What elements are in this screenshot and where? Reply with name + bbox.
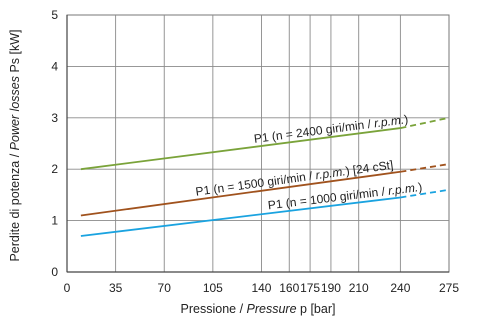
y-tick-label: 1 <box>51 214 58 228</box>
y-tick-label: 3 <box>51 111 58 125</box>
y-tick-label: 4 <box>51 59 58 73</box>
y-tick-label: 2 <box>51 162 58 176</box>
axis-titles: Pressione / Pressure p [bar] Perdite di p… <box>8 29 335 316</box>
series-0-dashed-line <box>400 116 450 129</box>
series-2-line <box>80 196 401 237</box>
x-tick-label: 240 <box>390 281 410 295</box>
x-tick-label: 210 <box>349 281 369 295</box>
x-tick-label: 35 <box>109 281 123 295</box>
tick-labels: 0 35 70 105 140 160 175 190 210 240 275 0 1 2 3 4 5 <box>51 8 459 295</box>
y-axis-title: Perdite di potenza / Power losses Ps [kW… <box>8 29 22 261</box>
series-0-line <box>80 127 401 171</box>
x-axis-title: Pressione / Pressure p [bar] <box>181 302 336 316</box>
x-tick-label: 140 <box>251 281 271 295</box>
x-tick-label: 160 <box>279 281 299 295</box>
y-tick-label: 0 <box>51 265 58 279</box>
series-labels: P1 (n = 2400 giri/min / r.p.m.)P1 (n = 1… <box>195 112 423 212</box>
x-tick-label: 70 <box>158 281 172 295</box>
series-1-line <box>80 170 401 217</box>
series-2-dashed-line <box>400 188 450 199</box>
x-tick-label: 105 <box>203 281 223 295</box>
x-tick-label: 0 <box>64 281 71 295</box>
x-tick-label: 190 <box>321 281 341 295</box>
x-tick-label: 175 <box>300 281 320 295</box>
series-1-dashed-line <box>400 163 450 173</box>
grid <box>66 14 450 273</box>
series-lines <box>80 116 450 237</box>
x-tick-label: 275 <box>439 281 459 295</box>
y-tick-label: 5 <box>51 8 58 22</box>
